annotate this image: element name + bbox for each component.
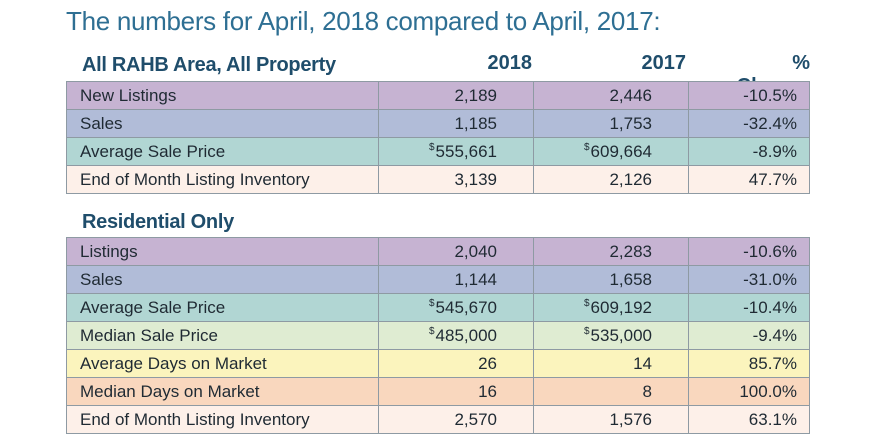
currency-symbol: $ — [583, 297, 590, 309]
value-change: 63.1% — [688, 405, 810, 434]
value-text: 2,570 — [454, 409, 497, 429]
row-label: End of Month Listing Inventory — [66, 405, 379, 434]
value-2017: 1,658 — [533, 265, 689, 294]
section-heading: All RAHB Area, All Property — [82, 54, 336, 76]
table-row: Median Sale Price $485,000 $535,000 -9.4% — [66, 321, 810, 350]
row-label: Sales — [66, 265, 379, 294]
value-2018: 26 — [378, 349, 534, 378]
column-header-2018: 2018 — [487, 52, 533, 74]
value-change: -32.4% — [688, 109, 810, 138]
value-text: 16 — [478, 381, 497, 401]
value-change: -10.4% — [688, 293, 810, 322]
section-heading: Residential Only — [82, 211, 234, 233]
value-2018: 3,139 — [378, 165, 534, 194]
all-property-table: New Listings 2,189 2,446 -10.5% Sales 1,185 1,… — [66, 81, 810, 194]
value-text: 8 — [642, 381, 652, 401]
value-change: -31.0% — [688, 265, 810, 294]
value-change: -8.9% — [688, 137, 810, 166]
currency-symbol: $ — [428, 297, 435, 309]
value-text: 2,040 — [454, 241, 497, 261]
value-text: 2,283 — [609, 241, 652, 261]
value-2017: 8 — [533, 377, 689, 406]
value-change: 85.7% — [688, 349, 810, 378]
value-2017: 2,446 — [533, 81, 689, 110]
value-2017: $535,000 — [533, 321, 689, 350]
value-2017: 1,753 — [533, 109, 689, 138]
value-text: 1,576 — [609, 409, 652, 429]
value-2017: 14 — [533, 349, 689, 378]
currency-symbol: $ — [583, 141, 590, 153]
row-label: Median Days on Market — [66, 377, 379, 406]
table-row: End of Month Listing Inventory 2,570 1,576… — [66, 405, 810, 434]
row-label: New Listings — [66, 81, 379, 110]
table-row: New Listings 2,189 2,446 -10.5% — [66, 81, 810, 110]
value-text: 535,000 — [590, 325, 652, 345]
value-text: 14 — [633, 353, 652, 373]
row-label: Average Sale Price — [66, 293, 379, 322]
table-row: Average Sale Price $555,661 $609,664 -8.9% — [66, 137, 810, 166]
row-label: End of Month Listing Inventory — [66, 165, 379, 194]
value-2017: 1,576 — [533, 405, 689, 434]
table-row: Sales 1,144 1,658 -31.0% — [66, 265, 810, 294]
value-change: -10.6% — [688, 237, 810, 266]
value-2017: 2,283 — [533, 237, 689, 266]
value-text: 609,664 — [590, 141, 652, 161]
value-text: 26 — [478, 353, 497, 373]
table-row: Sales 1,185 1,753 -32.4% — [66, 109, 810, 138]
value-2018: 2,040 — [378, 237, 534, 266]
section-header-residential: Residential Only — [66, 209, 808, 237]
page-title: The numbers for April, 2018 compared to … — [66, 6, 661, 36]
table-row: End of Month Listing Inventory 3,139 2,126… — [66, 165, 810, 194]
value-2017: $609,192 — [533, 293, 689, 322]
value-2018: 2,570 — [378, 405, 534, 434]
residential-table: Listings 2,040 2,283 -10.6% Sales 1,144 1,658 -… — [66, 237, 810, 434]
value-change: -9.4% — [688, 321, 810, 350]
value-text: 1,185 — [454, 113, 497, 133]
value-2017: 2,126 — [533, 165, 689, 194]
value-2018: $545,670 — [378, 293, 534, 322]
value-text: 485,000 — [435, 325, 497, 345]
value-2018: 1,144 — [378, 265, 534, 294]
section-header-all-property: All RAHB Area, All Property 2018 2017 % … — [66, 52, 810, 97]
value-text: 545,670 — [435, 297, 497, 317]
row-label: Median Sale Price — [66, 321, 379, 350]
value-2018: $555,661 — [378, 137, 534, 166]
value-text: 1,753 — [609, 113, 652, 133]
value-2018: 1,185 — [378, 109, 534, 138]
table-row: Average Days on Market 26 14 85.7% — [66, 349, 810, 378]
value-text: 609,192 — [590, 297, 652, 317]
value-text: 2,446 — [609, 85, 652, 105]
row-label: Sales — [66, 109, 379, 138]
table-row: Listings 2,040 2,283 -10.6% — [66, 237, 810, 266]
table-row: Average Sale Price $545,670 $609,192 -10.4% — [66, 293, 810, 322]
value-text: 1,658 — [609, 269, 652, 289]
value-text: 555,661 — [435, 141, 497, 161]
value-text: 2,126 — [609, 169, 652, 189]
value-2017: $609,664 — [533, 137, 689, 166]
value-text: 2,189 — [454, 85, 497, 105]
currency-symbol: $ — [428, 325, 435, 337]
value-change: 100.0% — [688, 377, 810, 406]
column-header-2017: 2017 — [641, 52, 687, 74]
currency-symbol: $ — [428, 141, 435, 153]
value-2018: 16 — [378, 377, 534, 406]
value-2018: 2,189 — [378, 81, 534, 110]
row-label: Average Sale Price — [66, 137, 379, 166]
value-change: 47.7% — [688, 165, 810, 194]
row-label: Average Days on Market — [66, 349, 379, 378]
value-text: 1,144 — [454, 269, 497, 289]
row-label: Listings — [66, 237, 379, 266]
value-2018: $485,000 — [378, 321, 534, 350]
value-text: 3,139 — [454, 169, 497, 189]
value-change: -10.5% — [688, 81, 810, 110]
currency-symbol: $ — [583, 325, 590, 337]
table-row: Median Days on Market 16 8 100.0% — [66, 377, 810, 406]
